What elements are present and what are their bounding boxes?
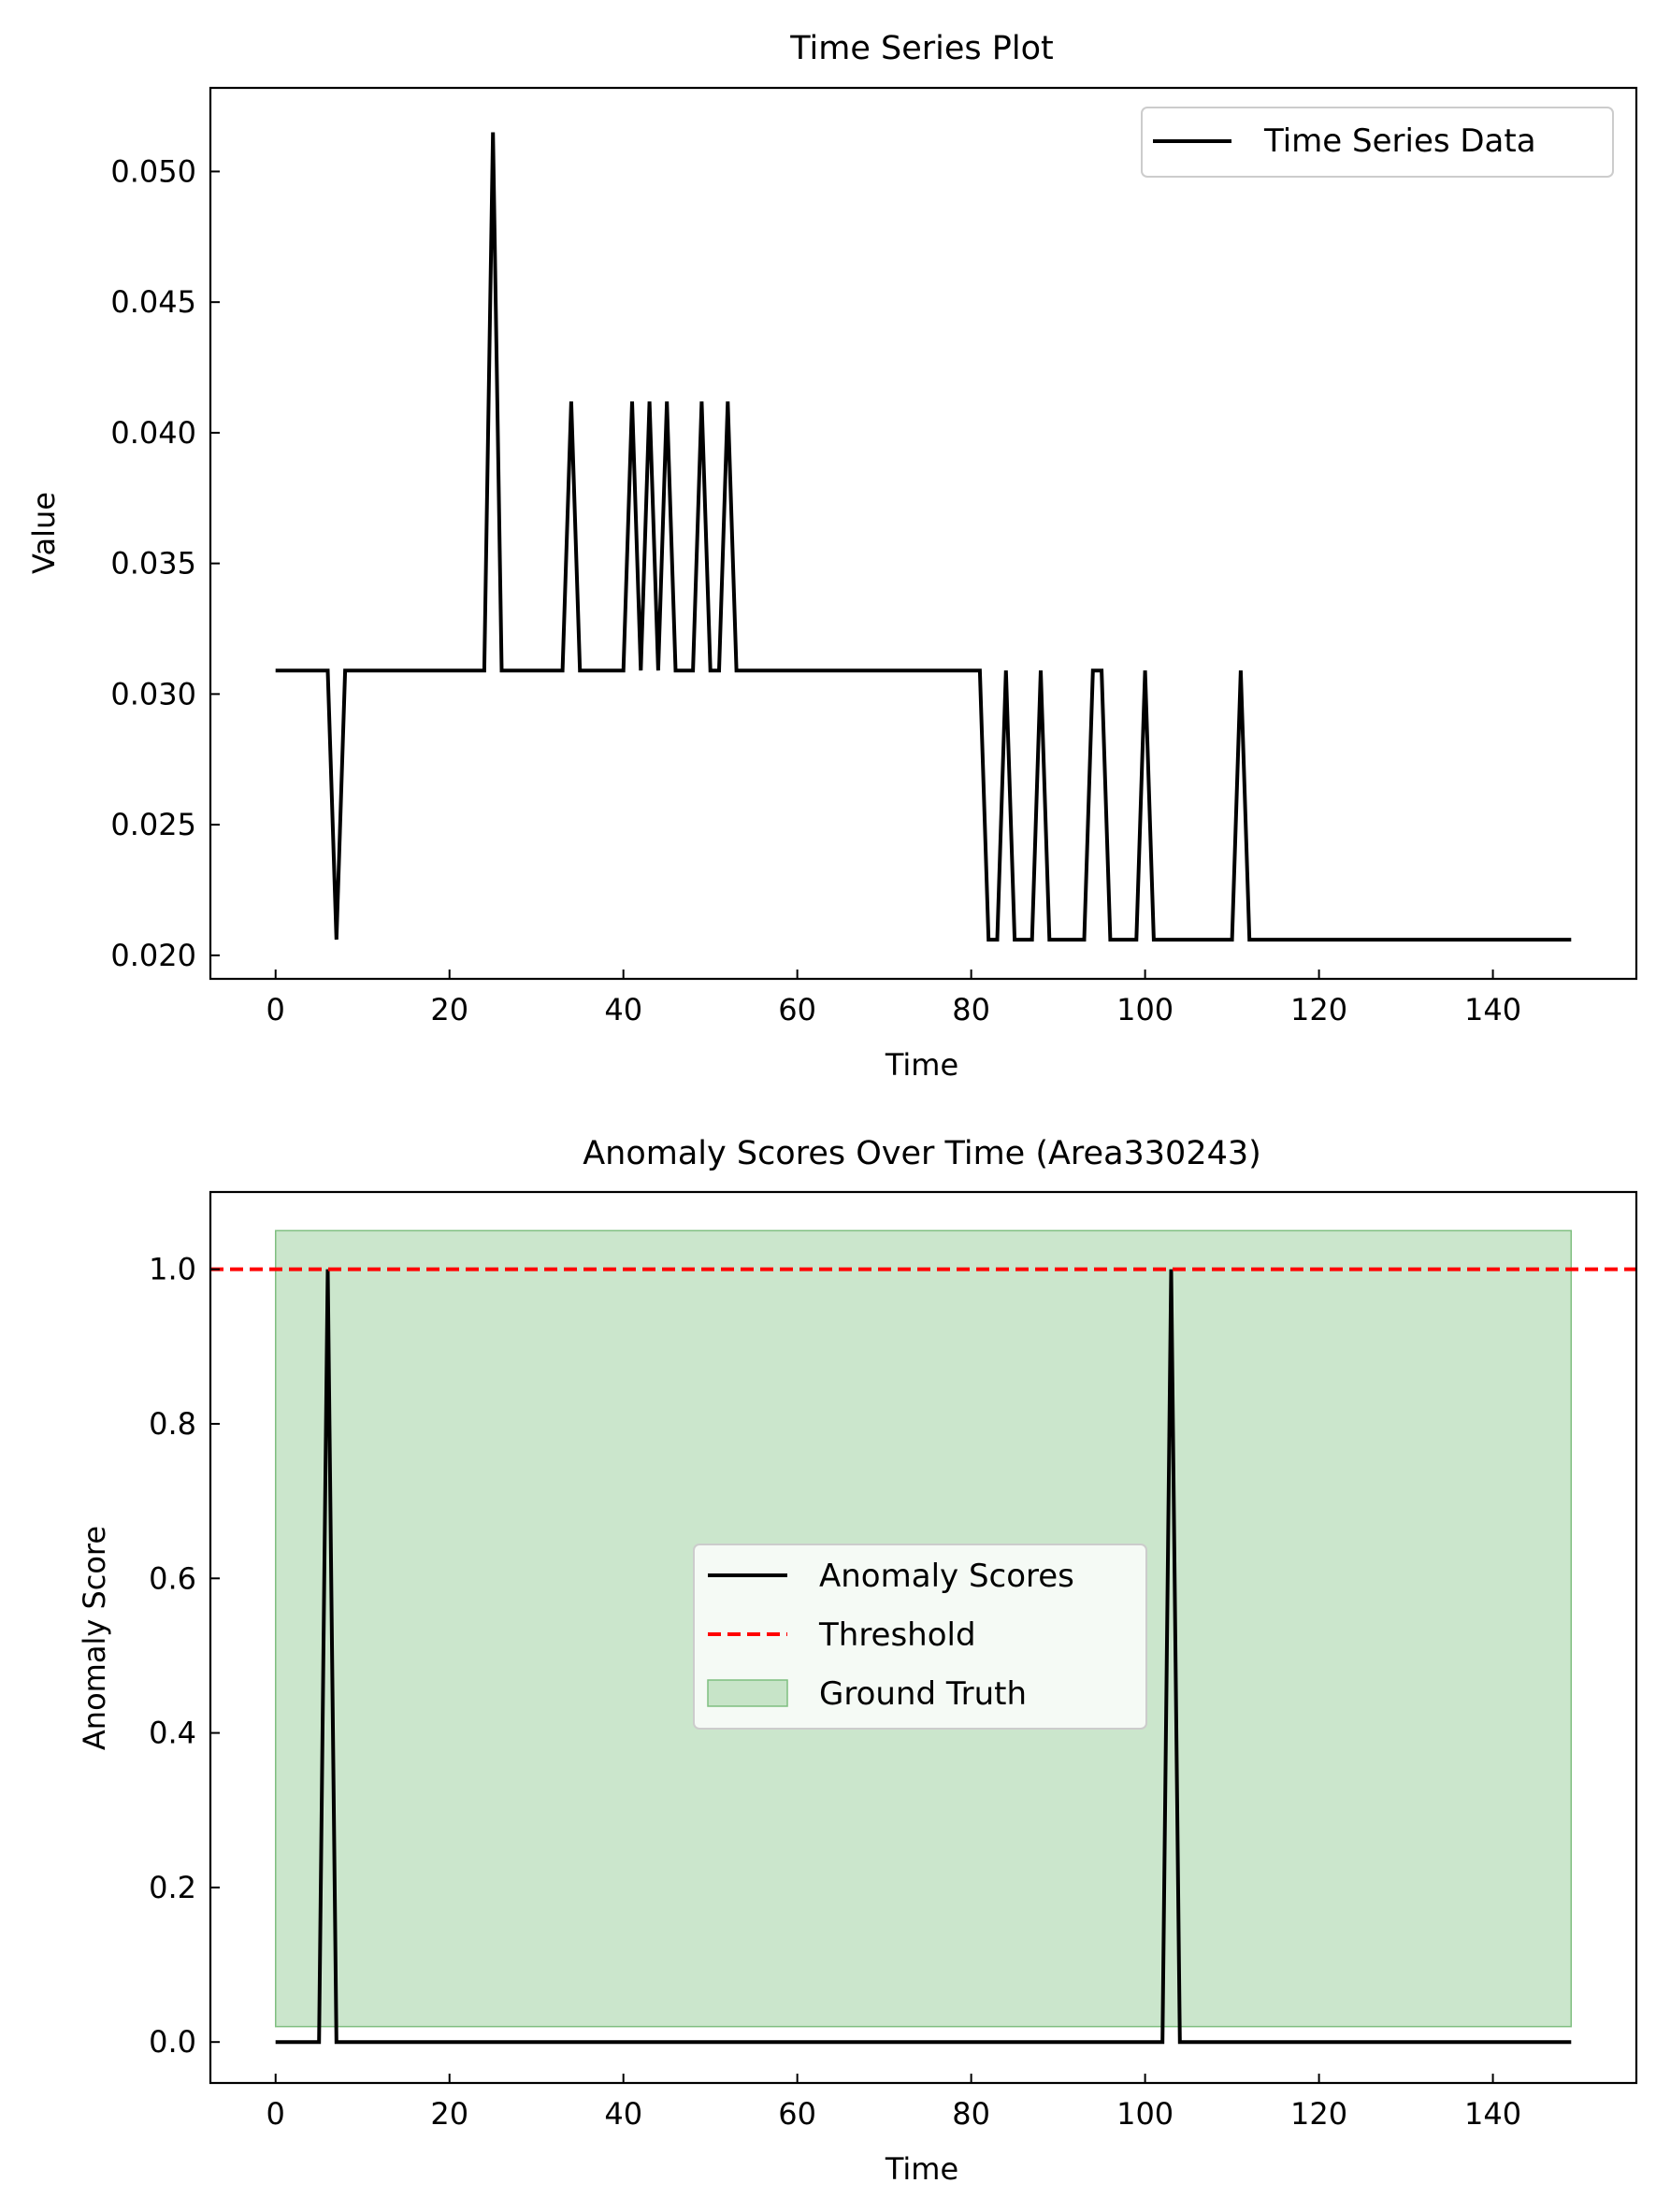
legend-label-threshold: Threshold: [818, 1616, 976, 1654]
y-tick-label: 0.040: [110, 415, 196, 451]
legend-swatch-ground-truth: [707, 1679, 788, 1707]
legend-label-ground-truth: Ground Truth: [819, 1675, 1027, 1713]
chart-title: Anomaly Scores Over Time (Area330243): [583, 1135, 1261, 1172]
x-axis-label: Time: [885, 2151, 958, 2187]
x-tick-label: 40: [604, 992, 642, 1027]
chart-title: Time Series Plot: [789, 30, 1054, 67]
y-tick-label: 0.0: [149, 2024, 196, 2060]
anomaly-scores-line: [275, 1269, 1572, 2045]
y-axis-ticks: 0.0 0.2 0.4 0.6 0.8 1.0: [149, 1252, 220, 2060]
legend: Anomaly Scores Threshold Ground Truth: [693, 1544, 1147, 1730]
x-tick-label: 100: [1116, 992, 1174, 1027]
legend-label-scores: Anomaly Scores: [819, 1558, 1074, 1595]
axes-frame: [209, 1190, 1638, 2085]
x-tick-label: 120: [1290, 2096, 1347, 2132]
y-axis-label: Value: [26, 492, 62, 574]
x-tick-label: 140: [1464, 992, 1521, 1027]
y-tick-label: 0.035: [110, 546, 196, 582]
x-tick-label: 20: [430, 992, 468, 1027]
x-tick-label: 120: [1290, 992, 1347, 1027]
axes-frame: [209, 86, 1638, 981]
x-tick-label: 80: [952, 2096, 990, 2132]
x-tick-label: 0: [266, 992, 285, 1027]
y-tick-label: 0.045: [110, 284, 196, 320]
x-axis-ticks: 0 20 40 60 80 100 120 140: [266, 970, 1521, 1027]
legend-label: Time Series Data: [1263, 122, 1536, 160]
legend-box: [693, 1544, 1147, 1730]
anomaly-score-chart: Anomaly Scores Over Time (Area330243) 0 2…: [77, 1135, 1638, 2187]
x-axis-label: Time: [885, 1047, 958, 1083]
y-tick-label: 0.020: [110, 938, 196, 973]
plot-area: [275, 132, 1572, 942]
x-tick-label: 100: [1116, 2096, 1174, 2132]
y-tick-label: 0.6: [149, 1560, 196, 1596]
x-tick-label: 20: [430, 2096, 468, 2132]
time-series-chart: Time Series Plot 0 20 40 60 80 100 120 140 0.02…: [26, 30, 1638, 1083]
y-tick-label: 0.050: [110, 153, 196, 189]
y-axis-ticks: 0.020 0.025 0.030 0.035 0.040 0.045 0.050: [110, 153, 220, 973]
legend-box: [1141, 107, 1614, 178]
time-series-line: [275, 132, 1572, 942]
x-tick-label: 0: [266, 2096, 285, 2132]
y-tick-label: 0.4: [149, 1716, 196, 1751]
y-tick-label: 0.8: [149, 1406, 196, 1442]
x-tick-label: 60: [778, 992, 816, 1027]
legend: Time Series Data: [1141, 107, 1614, 178]
y-tick-label: 0.2: [149, 1870, 196, 1905]
y-tick-label: 0.025: [110, 807, 196, 842]
y-tick-label: 1.0: [149, 1252, 196, 1287]
x-tick-label: 40: [604, 2096, 642, 2132]
x-axis-ticks: 0 20 40 60 80 100 120 140: [266, 2074, 1521, 2132]
x-tick-label: 140: [1464, 2096, 1521, 2132]
x-tick-label: 80: [952, 992, 990, 1027]
x-tick-label: 60: [778, 2096, 816, 2132]
y-axis-label: Anomaly Score: [77, 1526, 112, 1750]
y-tick-label: 0.030: [110, 676, 196, 711]
